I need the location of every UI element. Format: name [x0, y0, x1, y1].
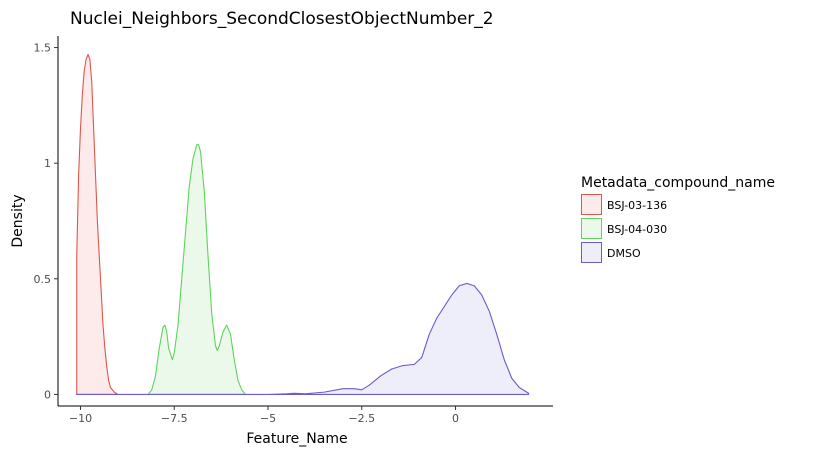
y-tick-label: 1 — [44, 157, 51, 170]
x-tick-label: −10 — [69, 412, 92, 425]
y-axis-title: Density — [10, 194, 26, 247]
chart-title: Nuclei_Neighbors_SecondClosestObjectNumb… — [70, 9, 494, 29]
density-area-dmso — [76, 283, 529, 395]
legend-items: BSJ-03-136 BSJ-04-030 DMSO — [581, 194, 667, 263]
x-axis-title: Feature_Name — [246, 431, 347, 447]
legend-label-dmso: DMSO — [607, 247, 641, 260]
density-line-dmso — [76, 282, 530, 395]
legend: Metadata_compound_name BSJ-03-136 BSJ-04-… — [581, 175, 775, 263]
legend-label-bsj-04-030: BSJ-04-030 — [607, 223, 667, 236]
y-tick-label: 0.5 — [34, 273, 52, 286]
series-layer — [76, 53, 530, 395]
legend-key-bsj-04-030 — [581, 218, 602, 239]
y-tick-label: 0 — [44, 388, 51, 401]
density-line-bsj-04-030 — [147, 144, 247, 395]
legend-label-bsj-03-136: BSJ-03-136 — [607, 199, 667, 212]
legend-title: Metadata_compound_name — [581, 175, 775, 191]
x-tick-label: −2.5 — [348, 412, 375, 425]
x-tick-label: −5 — [260, 412, 276, 425]
density-line-bsj-03-136 — [76, 53, 119, 395]
x-axis-ticks: −10 −7.5 −5 −2.5 0 — [69, 406, 459, 425]
x-tick-label: 0 — [452, 412, 459, 425]
x-tick-label: −7.5 — [161, 412, 188, 425]
y-axis-ticks: 0 0.5 1 1.5 — [34, 42, 58, 401]
y-tick-label: 1.5 — [34, 42, 52, 55]
legend-key-dmso — [581, 242, 602, 263]
density-area-bsj-04-030 — [148, 144, 246, 395]
legend-key-bsj-03-136 — [581, 194, 602, 215]
